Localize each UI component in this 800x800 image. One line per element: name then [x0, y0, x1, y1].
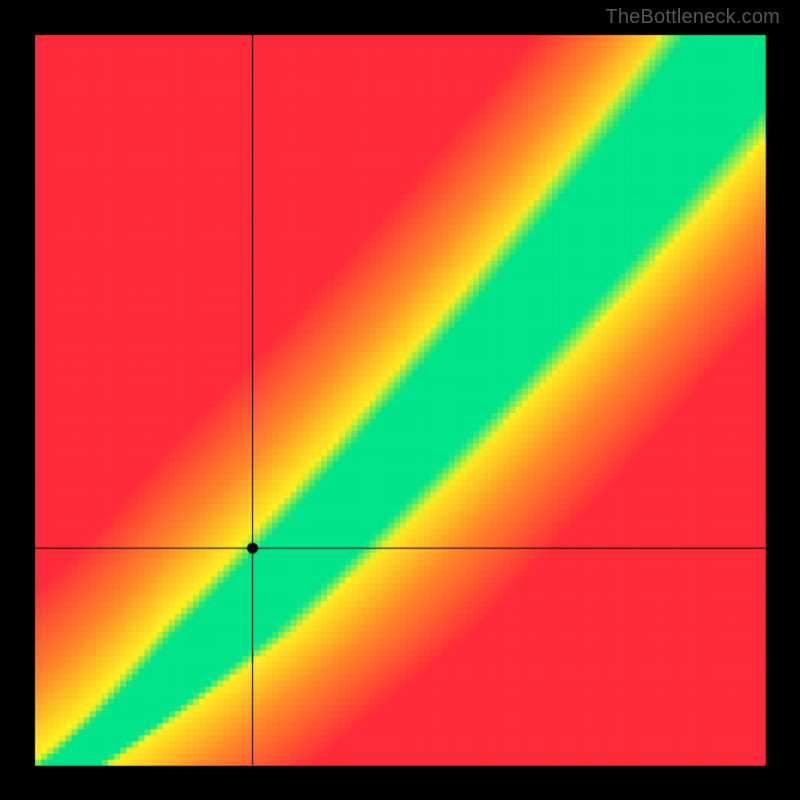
attribution-label: TheBottleneck.com	[605, 6, 780, 29]
bottleneck-heatmap-canvas	[0, 0, 800, 800]
chart-container: TheBottleneck.com	[0, 0, 800, 800]
